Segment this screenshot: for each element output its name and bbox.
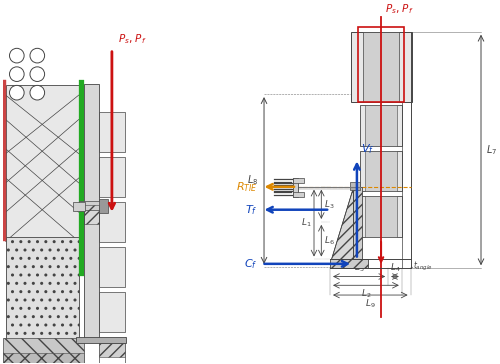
Polygon shape [331, 187, 353, 260]
Bar [365, 105, 397, 146]
Bar [3, 353, 84, 363]
Bar [73, 202, 85, 211]
Bar [350, 182, 360, 190]
Bar [3, 338, 84, 363]
Bar [78, 80, 84, 276]
Bar [99, 292, 124, 332]
Text: $V_f$: $V_f$ [361, 142, 374, 156]
Text: $L_4$: $L_4$ [390, 262, 400, 274]
Text: $t_{angle}$: $t_{angle}$ [413, 260, 432, 273]
Bar [350, 32, 412, 102]
Circle shape [30, 67, 44, 82]
Bar [330, 260, 368, 268]
Bar [78, 201, 106, 210]
Bar [360, 196, 402, 237]
Text: $C_f$: $C_f$ [244, 257, 258, 271]
Bar [293, 178, 304, 183]
Bar [99, 112, 124, 152]
Bar [363, 32, 400, 102]
Bar [6, 237, 78, 339]
Text: $L_1$: $L_1$ [301, 217, 312, 229]
Circle shape [10, 67, 24, 82]
Text: $R_{TIE}$: $R_{TIE}$ [236, 180, 258, 194]
Circle shape [30, 48, 44, 63]
Text: $L_3$: $L_3$ [324, 198, 334, 211]
Circle shape [30, 86, 44, 100]
Bar [358, 27, 404, 102]
Bar [330, 260, 368, 268]
Text: $T_f$: $T_f$ [245, 203, 258, 217]
Bar [293, 178, 298, 197]
Circle shape [10, 86, 24, 100]
Bar [99, 247, 124, 287]
Bar [353, 187, 362, 261]
Bar [76, 337, 126, 343]
Text: $L_8$: $L_8$ [247, 174, 258, 187]
Bar [99, 199, 108, 213]
Bar [6, 86, 78, 241]
Bar [365, 151, 397, 191]
Text: $L_2$: $L_2$ [360, 288, 371, 300]
Bar [360, 151, 402, 191]
Bar [84, 205, 99, 224]
Bar [99, 157, 124, 197]
Text: $P_s$, $P_f$: $P_s$, $P_f$ [385, 2, 414, 16]
Text: $L_5$: $L_5$ [354, 262, 364, 274]
Text: $L_6$: $L_6$ [324, 234, 334, 247]
Text: $L_9$: $L_9$ [365, 297, 376, 310]
Bar [99, 202, 124, 242]
Bar [293, 192, 304, 197]
Text: $L_7$: $L_7$ [486, 143, 497, 157]
Bar [3, 80, 6, 241]
Circle shape [10, 48, 24, 63]
Bar [365, 196, 397, 237]
Bar [360, 105, 402, 146]
Text: $P_s$, $P_f$: $P_s$, $P_f$ [118, 32, 146, 46]
Bar [99, 343, 124, 357]
Bar [84, 84, 99, 338]
